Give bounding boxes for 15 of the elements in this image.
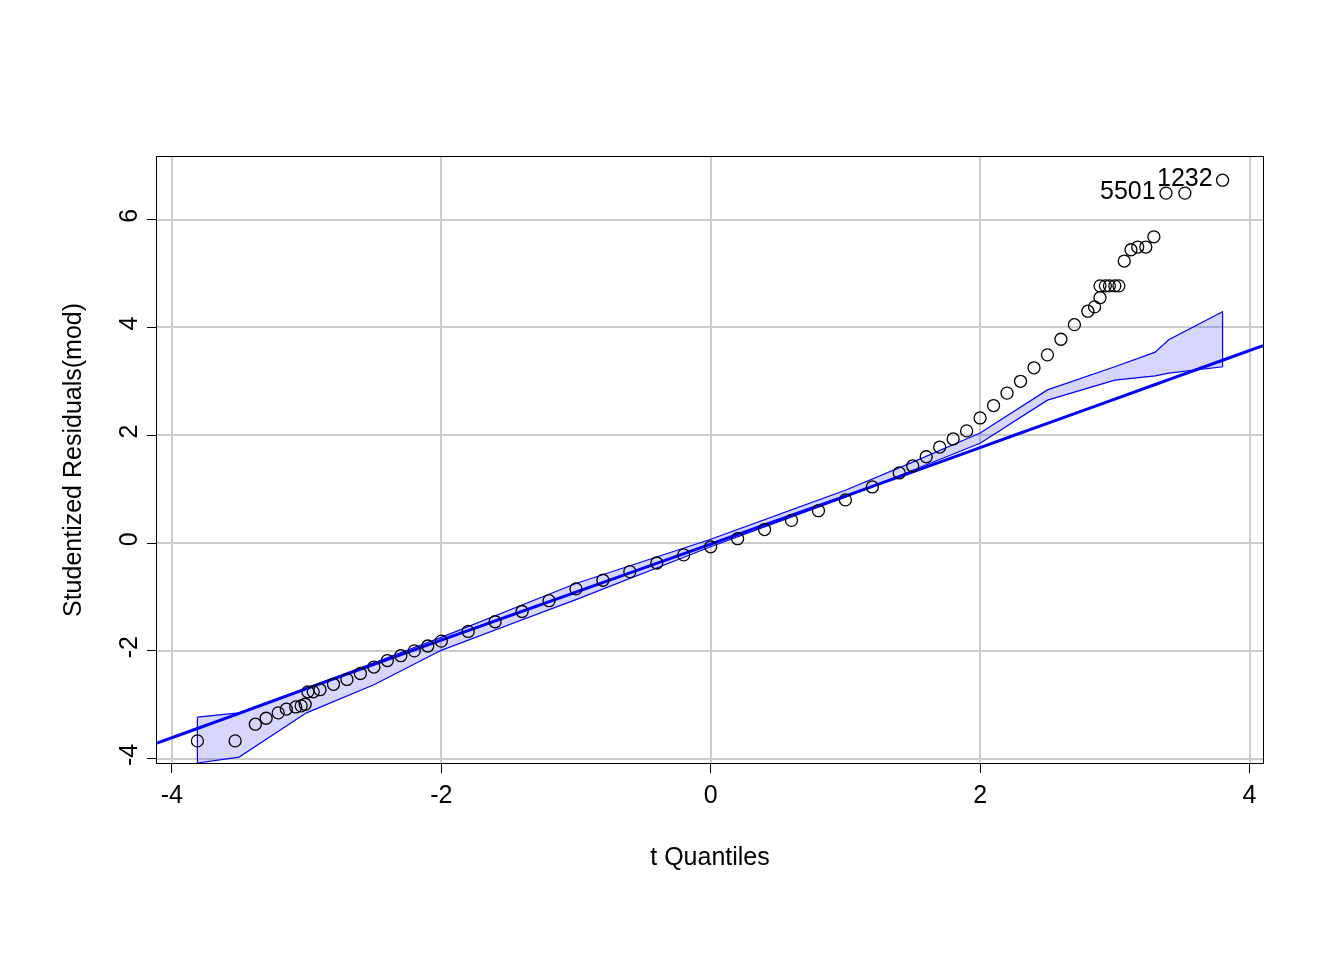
x-axis-title: t Quantiles	[650, 842, 770, 871]
x-tick-label: 4	[1242, 780, 1257, 809]
x-tick-label: -2	[430, 780, 453, 809]
y-tick-label: 6	[113, 208, 142, 223]
y-tick-label: 4	[113, 316, 142, 331]
y-axis-title: Studentized Residuals(mod)	[57, 302, 86, 618]
x-tick-label: 0	[703, 780, 718, 809]
y-tick-label: -2	[113, 635, 142, 659]
x-tick-label: -4	[160, 780, 184, 809]
annotation: 5501	[1100, 176, 1156, 204]
x-tick-label: 2	[973, 780, 988, 809]
annotation: 1232	[1157, 163, 1213, 191]
y-tick-label: -4	[113, 743, 142, 767]
y-tick-label: 2	[113, 424, 142, 439]
y-tick-label: 0	[113, 532, 142, 547]
